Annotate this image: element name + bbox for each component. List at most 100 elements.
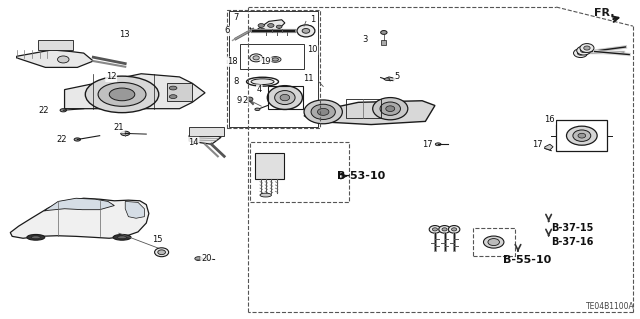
Text: 13: 13 — [118, 30, 129, 39]
Ellipse shape — [118, 236, 127, 239]
Ellipse shape — [27, 234, 45, 240]
Text: 18: 18 — [227, 57, 238, 66]
Text: 21: 21 — [113, 123, 124, 132]
Ellipse shape — [258, 24, 264, 27]
Ellipse shape — [60, 109, 67, 112]
Ellipse shape — [246, 97, 253, 101]
Ellipse shape — [449, 226, 460, 233]
Bar — [167, 83, 192, 101]
Bar — [346, 99, 381, 118]
Text: 22: 22 — [39, 106, 49, 115]
Ellipse shape — [58, 56, 69, 63]
Polygon shape — [44, 198, 115, 211]
Ellipse shape — [452, 228, 457, 231]
Ellipse shape — [483, 236, 504, 248]
Bar — [38, 41, 73, 50]
Text: B-37-15: B-37-15 — [551, 223, 593, 233]
Ellipse shape — [386, 106, 395, 112]
Ellipse shape — [442, 228, 447, 231]
Polygon shape — [125, 201, 145, 218]
Text: 16: 16 — [545, 115, 556, 124]
Ellipse shape — [276, 25, 282, 28]
Ellipse shape — [158, 250, 166, 255]
Bar — [556, 121, 607, 151]
Ellipse shape — [251, 79, 274, 85]
Ellipse shape — [580, 44, 594, 52]
Text: 17: 17 — [422, 140, 433, 149]
Ellipse shape — [380, 102, 401, 115]
Text: 1: 1 — [310, 15, 315, 24]
Ellipse shape — [250, 54, 262, 62]
Polygon shape — [17, 50, 93, 67]
Ellipse shape — [311, 104, 335, 120]
Polygon shape — [304, 101, 435, 124]
Text: 14: 14 — [188, 137, 199, 146]
Ellipse shape — [580, 48, 587, 53]
Text: 4: 4 — [257, 85, 262, 94]
Text: 12: 12 — [106, 72, 116, 81]
Bar — [473, 228, 515, 256]
Text: 9: 9 — [236, 96, 241, 105]
Text: 3: 3 — [362, 35, 367, 44]
Ellipse shape — [297, 25, 315, 37]
Ellipse shape — [109, 88, 135, 101]
Ellipse shape — [584, 46, 590, 50]
Text: FR.: FR. — [594, 8, 614, 19]
Ellipse shape — [269, 56, 281, 62]
Ellipse shape — [155, 248, 169, 257]
Text: 2: 2 — [243, 96, 248, 105]
Text: 7: 7 — [233, 13, 238, 22]
Ellipse shape — [317, 108, 329, 115]
Ellipse shape — [260, 28, 266, 31]
Text: 22: 22 — [56, 135, 67, 144]
Bar — [240, 44, 304, 69]
Ellipse shape — [31, 236, 40, 239]
Ellipse shape — [385, 78, 390, 80]
Polygon shape — [384, 77, 396, 81]
Bar — [255, 153, 284, 179]
Ellipse shape — [439, 226, 451, 233]
Text: 6: 6 — [225, 26, 230, 35]
Text: 15: 15 — [152, 235, 163, 244]
Ellipse shape — [113, 234, 131, 240]
Ellipse shape — [280, 94, 290, 101]
Ellipse shape — [488, 239, 499, 246]
Ellipse shape — [433, 228, 438, 231]
Ellipse shape — [121, 131, 130, 136]
Polygon shape — [65, 74, 205, 109]
Ellipse shape — [170, 95, 177, 99]
Ellipse shape — [435, 143, 441, 146]
Text: 5: 5 — [394, 72, 399, 81]
Ellipse shape — [372, 98, 408, 120]
Ellipse shape — [74, 138, 81, 141]
Polygon shape — [10, 198, 149, 238]
Bar — [227, 10, 320, 128]
Ellipse shape — [195, 257, 202, 261]
Ellipse shape — [302, 28, 310, 33]
Ellipse shape — [577, 51, 584, 55]
Bar — [229, 11, 318, 127]
Bar — [189, 127, 224, 136]
Text: 17: 17 — [532, 140, 543, 149]
Ellipse shape — [260, 193, 271, 197]
Text: B-53-10: B-53-10 — [337, 171, 386, 181]
Ellipse shape — [268, 86, 303, 109]
Text: 19: 19 — [260, 57, 271, 66]
Ellipse shape — [304, 100, 342, 124]
Ellipse shape — [272, 58, 278, 61]
Ellipse shape — [253, 56, 259, 60]
Text: B-55-10: B-55-10 — [504, 255, 552, 264]
Ellipse shape — [85, 76, 159, 113]
Ellipse shape — [573, 49, 588, 57]
Bar — [381, 41, 387, 45]
Text: 8: 8 — [233, 77, 238, 86]
Text: B-37-16: B-37-16 — [551, 237, 593, 247]
Ellipse shape — [268, 24, 274, 27]
Ellipse shape — [255, 108, 260, 111]
Ellipse shape — [381, 31, 387, 34]
Polygon shape — [189, 134, 221, 144]
Text: 20: 20 — [201, 254, 212, 263]
Polygon shape — [545, 144, 553, 150]
Text: 10: 10 — [307, 45, 317, 55]
Ellipse shape — [275, 91, 295, 105]
